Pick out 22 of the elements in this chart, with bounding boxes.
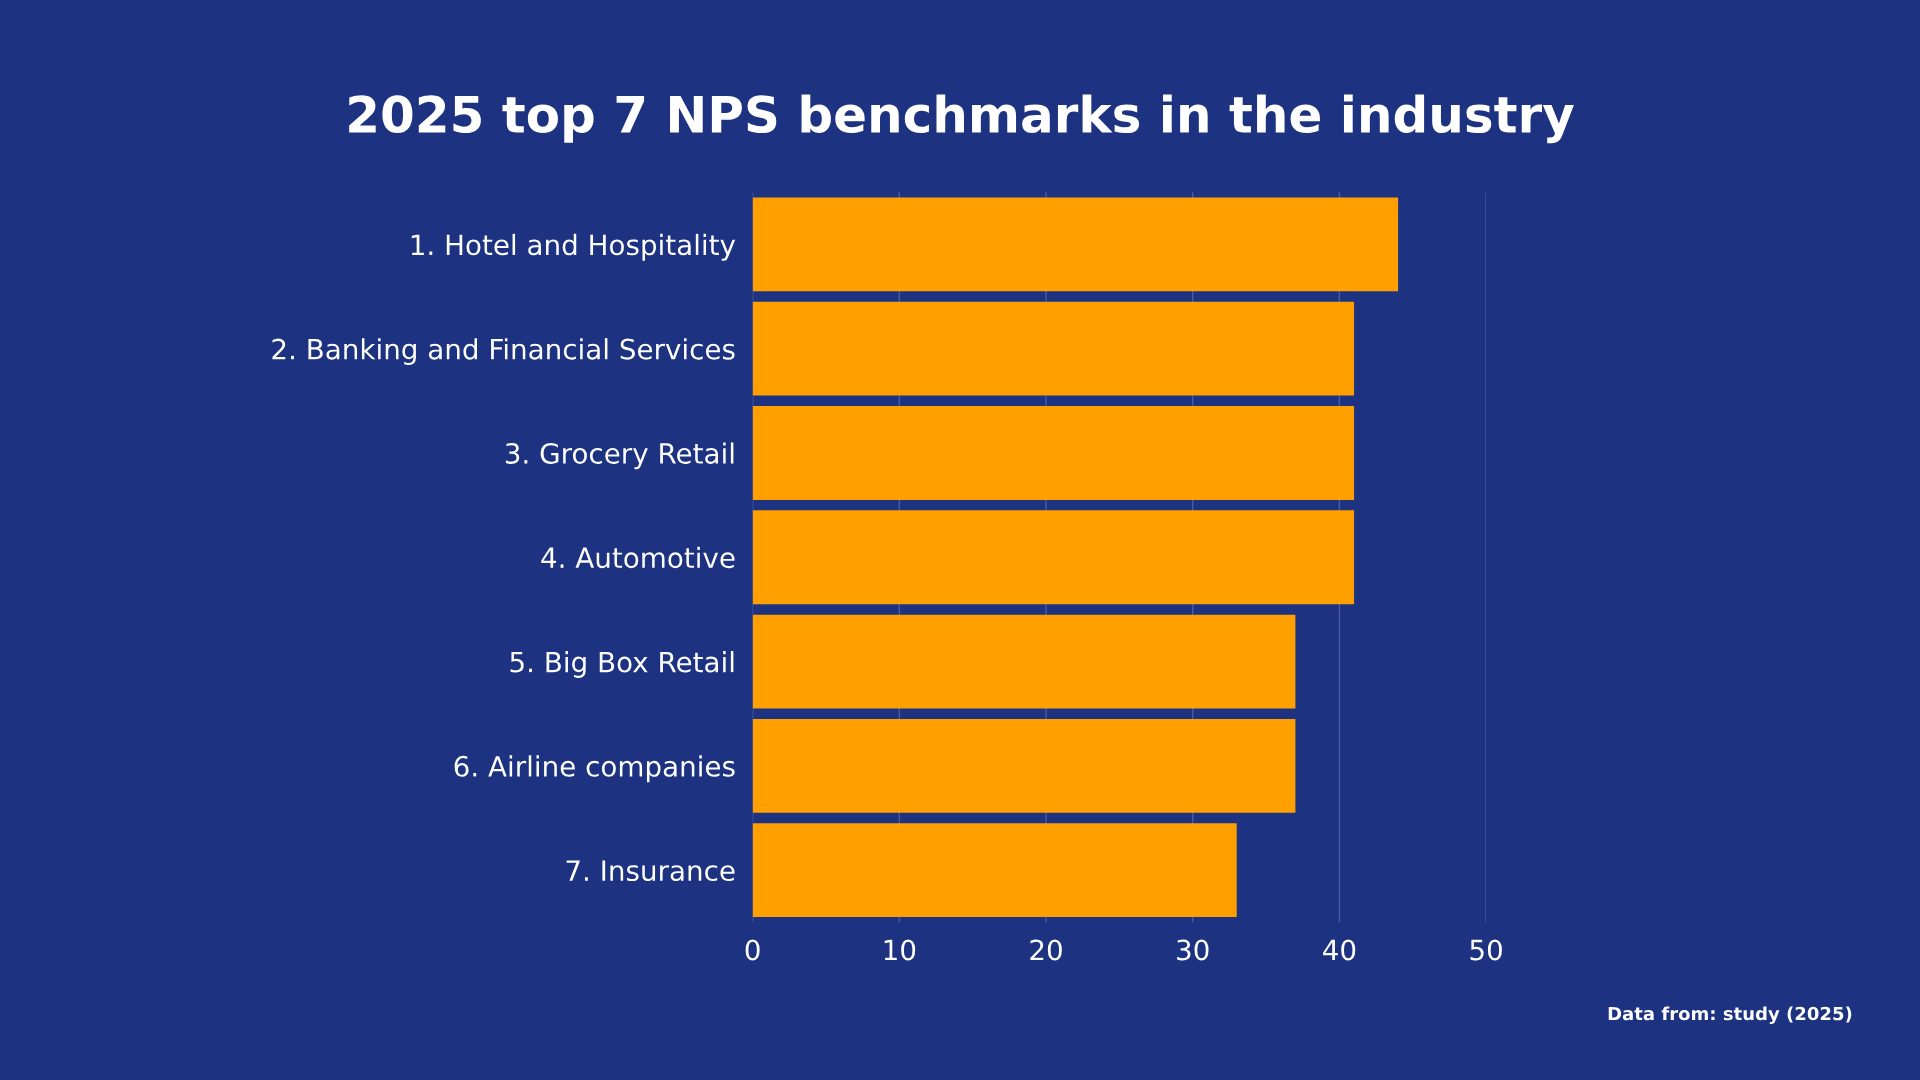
y-tick-label: 7. Insurance (566, 860, 735, 882)
bar (752, 406, 1355, 500)
x-tick-label: 30 (1177, 939, 1209, 961)
bar (752, 197, 1399, 292)
y-tick-label: 4. Automotive (541, 546, 735, 569)
x-tick-label: 50 (1470, 939, 1502, 961)
x-tick-label: 40 (1323, 939, 1356, 961)
text: Data from: study (2025) (1608, 1006, 1852, 1025)
bar (752, 823, 1237, 918)
y-tick-label: 6. Airline companies (454, 755, 735, 783)
y-tick-label: 5. Big Box Retail (510, 651, 734, 678)
y-tick-label: 3. Grocery Retail (505, 442, 734, 470)
bar (752, 718, 1296, 813)
y-tick-label: 2. Banking and Financial Services (272, 338, 735, 366)
bar (752, 614, 1296, 709)
x-tick-label: 20 (1030, 939, 1062, 961)
chart-title: 2025 top 7 NPS benchmarks in the industry (349, 94, 1574, 144)
x-tick-label: 10 (884, 939, 916, 961)
bar (752, 301, 1355, 396)
bar (752, 510, 1355, 605)
x-tick-label: 0 (745, 939, 760, 961)
y-tick-label: 1. Hotel and Hospitality (411, 233, 736, 261)
